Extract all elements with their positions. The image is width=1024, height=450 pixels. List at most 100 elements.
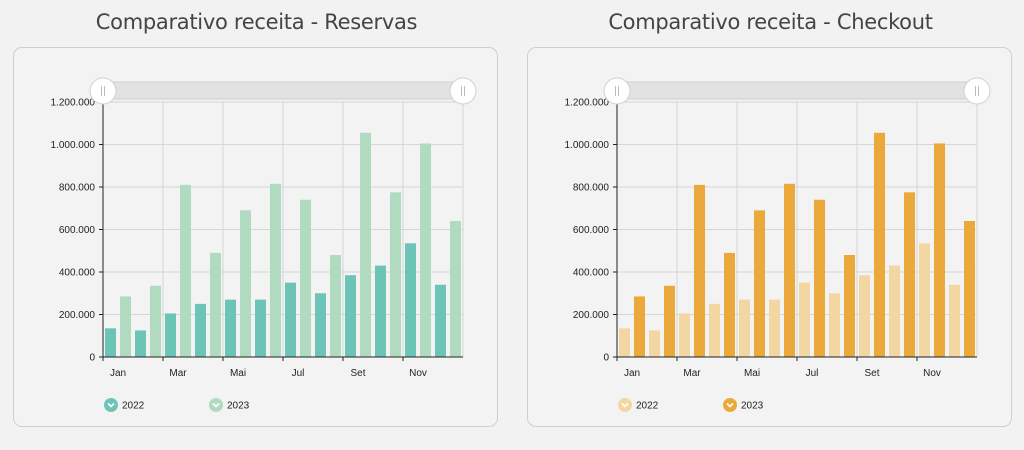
legend-label[interactable]: 2023 [227, 401, 250, 412]
bar-2023-Mar[interactable] [694, 184, 705, 357]
x-tick-label: Set [864, 368, 879, 379]
bar-2023-Abr[interactable] [210, 252, 221, 357]
range-slider-right-handle[interactable] [449, 77, 477, 105]
bar-2022-Fev[interactable] [135, 330, 146, 357]
bar-2023-Jun[interactable] [270, 183, 281, 357]
bar-2023-Jan[interactable] [634, 296, 645, 357]
bar-2022-Mai[interactable] [225, 299, 236, 357]
checkout-legend: 2022 2023 [618, 398, 764, 412]
y-tick-label: 600.000 [573, 225, 610, 236]
legend-item-2022[interactable]: 2022 [618, 398, 659, 412]
range-slider-track[interactable] [616, 81, 978, 100]
bar-2023-Nov[interactable] [934, 143, 945, 357]
bar-2022-Out[interactable] [889, 265, 900, 357]
bar-2022-Abr[interactable] [195, 303, 206, 357]
legend-marker[interactable] [723, 398, 737, 412]
bar-2023-Mar[interactable] [180, 184, 191, 357]
bar-2023-Jan[interactable] [120, 296, 131, 357]
bar-2022-Nov[interactable] [405, 243, 416, 357]
bar-2023-Mai[interactable] [754, 210, 765, 357]
legend-item-2023[interactable]: 2023 [723, 398, 764, 412]
bar-2022-Jan[interactable] [619, 328, 630, 357]
reservas-grid [102, 101, 464, 358]
y-tick-label: 400.000 [59, 268, 96, 279]
bar-2023-Mai[interactable] [240, 210, 251, 357]
bar-2023-Out[interactable] [904, 192, 915, 357]
chevron-down-icon [212, 402, 220, 408]
bar-2022-Jul[interactable] [285, 282, 296, 357]
bar-2022-Mar[interactable] [165, 313, 176, 357]
bar-2022-Abr[interactable] [709, 303, 720, 357]
bar-2023-Out[interactable] [390, 192, 401, 357]
bar-2022-Dez[interactable] [949, 284, 960, 357]
bar-2022-Mai[interactable] [739, 299, 750, 357]
range-slider-left-handle[interactable] [603, 77, 631, 105]
x-tick-label: Mai [744, 368, 760, 379]
legend-label[interactable]: 2023 [741, 401, 764, 412]
chevron-down-icon [107, 402, 115, 408]
bar-2022-Ago[interactable] [315, 293, 326, 357]
bar-2022-Jul[interactable] [799, 282, 810, 357]
y-tick-label: 0 [89, 353, 95, 364]
slider-handle-knob[interactable] [449, 77, 477, 105]
reservas-range-slider[interactable] [89, 77, 477, 105]
y-tick-label: 800.000 [573, 183, 610, 194]
y-tick-label: 200.000 [59, 310, 96, 321]
y-tick-label: 800.000 [59, 183, 96, 194]
bar-2023-Fev[interactable] [664, 285, 675, 357]
reservas-series-2022 [105, 243, 446, 357]
x-tick-label: Mar [169, 368, 187, 379]
y-tick-label: 1.200.000 [51, 98, 96, 109]
chevron-down-icon [621, 402, 629, 408]
bar-2022-Mar[interactable] [679, 313, 690, 357]
legend-item-2022[interactable]: 2022 [104, 398, 145, 412]
legend-marker[interactable] [618, 398, 632, 412]
bar-2022-Jan[interactable] [105, 328, 116, 357]
bar-2023-Jul[interactable] [814, 199, 825, 357]
bar-2023-Nov[interactable] [420, 143, 431, 357]
slider-handle-knob[interactable] [89, 77, 117, 105]
bar-2022-Nov[interactable] [919, 243, 930, 357]
slider-handle-knob[interactable] [963, 77, 991, 105]
bar-2023-Jul[interactable] [300, 199, 311, 357]
bar-2022-Set[interactable] [859, 275, 870, 357]
checkout-chart-title: Comparativo receita - Checkout [608, 10, 933, 34]
x-tick-label: Jan [110, 368, 126, 379]
bar-2023-Fev[interactable] [150, 285, 161, 357]
x-tick-label: Set [350, 368, 365, 379]
bar-2023-Jun[interactable] [784, 183, 795, 357]
range-slider-left-handle[interactable] [89, 77, 117, 105]
bar-2023-Dez[interactable] [450, 221, 461, 357]
x-tick-label: Jul [806, 368, 819, 379]
bar-2022-Set[interactable] [345, 275, 356, 357]
legend-marker[interactable] [104, 398, 118, 412]
bar-2022-Ago[interactable] [829, 293, 840, 357]
y-tick-label: 400.000 [573, 268, 610, 279]
legend-marker[interactable] [209, 398, 223, 412]
legend-label[interactable]: 2022 [636, 401, 659, 412]
bar-2023-Ago[interactable] [844, 255, 855, 357]
slider-handle-knob[interactable] [603, 77, 631, 105]
bar-2023-Dez[interactable] [964, 221, 975, 357]
checkout-chart-card: 0 200.000 400.000 600.000 800.000 1.000.000 1.… [527, 47, 1012, 427]
bar-2022-Jun[interactable] [769, 299, 780, 357]
y-tick-label: 0 [603, 353, 609, 364]
bar-2023-Abr[interactable] [724, 252, 735, 357]
legend-item-2023[interactable]: 2023 [209, 398, 250, 412]
bar-2022-Out[interactable] [375, 265, 386, 357]
reservas-chart: 0 200.000 400.000 600.000 800.000 1.000.000 1.… [51, 77, 477, 412]
bar-2022-Dez[interactable] [435, 284, 446, 357]
bar-2023-Set[interactable] [874, 132, 885, 357]
range-slider-track[interactable] [102, 81, 464, 100]
legend-label[interactable]: 2022 [122, 401, 145, 412]
checkout-range-slider[interactable] [603, 77, 991, 105]
x-tick-label: Jul [292, 368, 305, 379]
y-tick-label: 1.200.000 [565, 98, 610, 109]
range-slider-right-handle[interactable] [963, 77, 991, 105]
reservas-chart-card: 0 200.000 400.000 600.000 800.000 1.000.000 1.… [13, 47, 498, 427]
bar-2023-Set[interactable] [360, 132, 371, 357]
x-tick-label: Mai [230, 368, 246, 379]
bar-2022-Fev[interactable] [649, 330, 660, 357]
bar-2023-Ago[interactable] [330, 255, 341, 357]
bar-2022-Jun[interactable] [255, 299, 266, 357]
